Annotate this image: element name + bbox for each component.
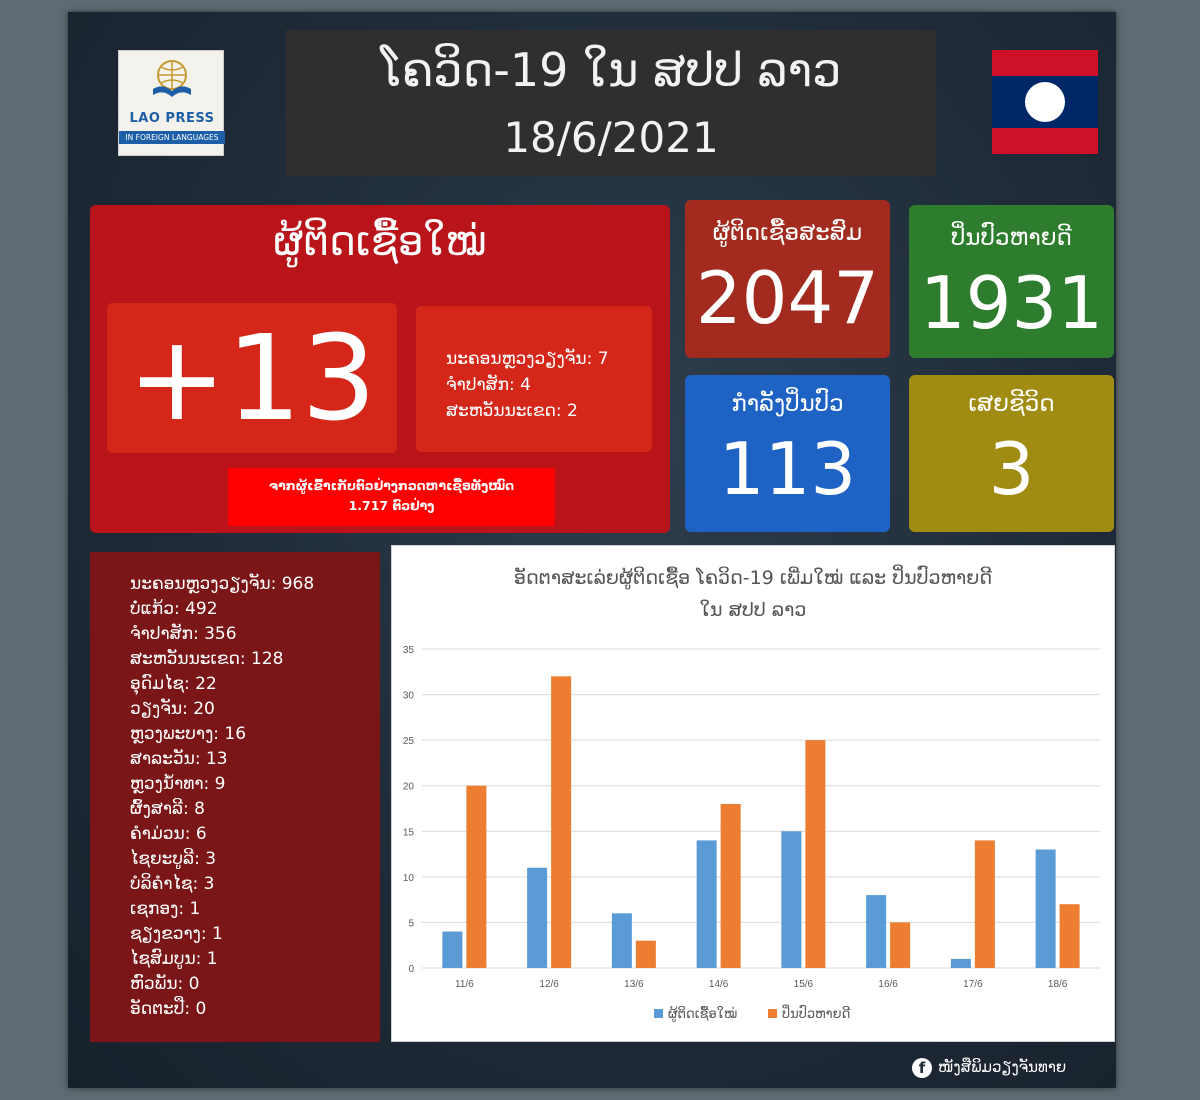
x-tick-label: 18/6 [1048,979,1068,990]
under-treatment-card: ກຳລັງປິ່ນປົວ 113 [685,375,890,532]
lao-flag-icon [992,50,1098,154]
y-tick-label: 20 [403,782,415,793]
x-tick-label: 13/6 [624,979,644,990]
cumulative-label: ຜູ້ຕິດເຊື້ອສະສົມ [712,220,863,246]
province-item: ນະຄອນຫຼວງວຽງຈັນ: 968 [130,574,315,594]
province-item: ສາລະວັນ: 13 [130,749,228,769]
bar-new-cases [442,931,463,968]
logo-subtitle: IN FOREIGN LANGUAGES [119,131,225,144]
province-item: ສະຫວັນນະເຂດ: 128 [130,649,284,669]
legend-swatch [768,1009,777,1018]
bar-recovered [974,840,995,968]
x-tick-label: 15/6 [794,979,814,990]
y-tick-label: 10 [403,873,415,884]
province-item: ຄຳມ່ວນ: 6 [130,824,207,844]
legend-label: ຜູ້ຕິດເຊື້ອໃໝ່ [668,1006,737,1022]
chart-title-line-2: ໃນ ສປປ ລາວ [699,599,807,621]
new-cases-count: +13 [107,303,397,453]
x-tick-label: 11/6 [455,979,474,990]
province-item: ອັດຕະປື: 0 [130,999,207,1019]
tests-line-1: ຈາກຜູ້ເຂົ້າເກັບຕົວຢ່າງກວດຫາເຊື້ອທັງໝົດ [268,478,515,493]
cumulative-value: 2047 [695,256,880,340]
treating-label: ກຳລັງປິ່ນປົວ [731,391,844,417]
breakdown-item: ນະຄອນຫຼວງວຽງຈັນ: 7 [446,349,609,369]
bar-new-cases [1035,849,1056,968]
bar-recovered [551,676,572,968]
chart-title-line-1: ອັດຕາສະເລ່ຍຜູ້ຕິດເຊື້ອ ໂຄວິດ-19 ເພີ່ມໃໝ່… [513,567,993,589]
bar-recovered [1059,904,1080,968]
province-item: ຫົວພັນ: 0 [130,974,200,994]
report-date: 18/6/2021 [503,113,719,162]
tests-line-2: 1.717 ຕົວຢ່າງ [348,498,435,513]
new-cases-title: ຜູ້ຕິດເຊື້ອໃໝ່ [273,219,487,265]
y-tick-label: 30 [403,691,415,702]
province-item: ໄຊຍະບູລີ: 3 [130,849,217,869]
province-item: ຫຼວງນ້ຳທາ: 9 [130,774,226,794]
footer-source-text: ໜັງສືພິມວຽງຈັນທາຍ [938,1058,1067,1076]
bar-new-cases [781,831,802,968]
bar-new-cases [950,958,971,968]
breakdown-item: ຈຳປາສັກ: 4 [446,375,531,395]
x-tick-label: 17/6 [963,979,983,990]
bar-chart: 0 5 10 15 20 25 30 35 11/6 12/6 13/6 14/6 15/6 16/6 17… [403,645,1100,1022]
recovered-value: 1931 [919,261,1104,345]
legend-swatch [654,1009,663,1018]
province-item: ຈຳປາສັກ: 356 [130,624,237,644]
province-item: ຫຼວງພະບາງ: 16 [130,724,247,744]
x-tick-label: 12/6 [539,979,559,990]
y-tick-label: 15 [403,827,415,838]
globe-book-icon [153,60,191,97]
bar-recovered [805,740,826,968]
page-title: ໂຄວິດ-19 ໃນ ສປປ ລາວ [380,43,842,97]
deaths-label: ເສຍຊີວິດ [968,391,1055,417]
province-item: ເຊກອງ: 1 [130,899,201,919]
legend-label: ປິ່ນປົວຫາຍດີ [782,1004,850,1022]
y-tick-label: 5 [408,918,414,929]
bar-new-cases [696,840,717,968]
deaths-card: ເສຍຊີວິດ 3 [909,375,1114,532]
recovered-label: ປິ່ນປົວຫາຍດີ [951,225,1072,251]
treating-value: 113 [718,427,857,511]
lao-press-logo: LAO PRESS IN FOREIGN LANGUAGES [118,50,225,156]
y-tick-label: 0 [408,964,414,975]
bar-new-cases [527,867,548,968]
bar-recovered [635,940,656,968]
bar-recovered [890,922,911,968]
province-item: ໄຊສົມບູນ: 1 [130,949,218,969]
province-totals-panel: ນະຄອນຫຼວງວຽງຈັນ: 968 ບໍ່ແກ້ວ: 492 ຈຳປາສັ… [90,552,380,1042]
province-item: ບໍ່ແກ້ວ: 492 [130,599,218,619]
province-item: ອຸດົມໄຊ: 22 [130,674,217,694]
bar-recovered [720,803,741,968]
tests-total-box: ຈາກຜູ້ເຂົ້າເກັບຕົວຢ່າງກວດຫາເຊື້ອທັງໝົດ 1… [228,468,555,526]
flag-white-disc [1025,82,1065,122]
y-tick-label: 35 [403,645,415,656]
province-item: ຜົ້ງສາລີ: 8 [130,799,205,819]
breakdown-item: ສະຫວັນນະເຂດ: 2 [446,401,578,421]
footer-credit: f ໜັງສືພິມວຽງຈັນທາຍ [912,1056,1102,1082]
bar-chart-panel: ອັດຕາສະເລ່ຍຜູ້ຕິດເຊື້ອ ໂຄວິດ-19 ເພີ່ມໃໝ່… [391,545,1115,1042]
bar-new-cases [611,913,632,968]
y-tick-label: 25 [403,736,415,747]
province-item: ຊຽງຂວາງ: 1 [130,924,223,944]
header-title-box: ໂຄວິດ-19 ໃນ ສປປ ລາວ 18/6/2021 [286,30,936,176]
recovered-card: ປິ່ນປົວຫາຍດີ 1931 [909,205,1114,358]
cumulative-cases-card: ຜູ້ຕິດເຊື້ອສະສົມ 2047 [685,200,890,358]
x-tick-label: 14/6 [709,979,729,990]
bar-new-cases [866,895,887,968]
logo-brand-text: LAO PRESS [129,111,215,126]
x-tick-label: 16/6 [878,979,898,990]
deaths-value: 3 [988,427,1035,511]
province-item: ບໍລິຄຳໄຊ: 3 [130,874,215,894]
province-item: ວຽງຈັນ: 20 [130,699,215,719]
bar-recovered [466,785,487,968]
new-cases-breakdown: ນະຄອນຫຼວງວຽງຈັນ: 7 ຈຳປາສັກ: 4 ສະຫວັນນະເຂ… [416,306,652,452]
facebook-icon: f [912,1058,932,1078]
